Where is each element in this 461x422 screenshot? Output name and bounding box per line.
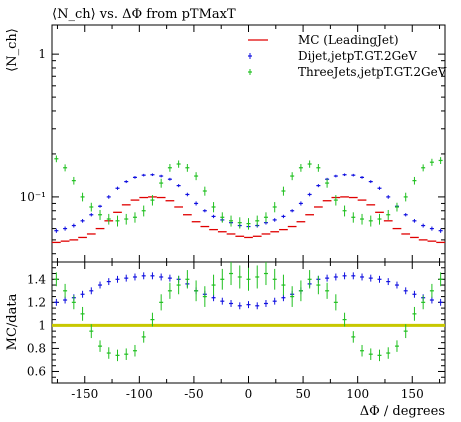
x-tick-label: -50 <box>184 387 203 401</box>
x-tick-label: 50 <box>295 387 310 401</box>
y-tick-label: 0.8 <box>27 341 46 355</box>
legend: MC (LeadingJet) Dijet,jetpT.GT.2GeV ThreeJ… <box>248 33 447 79</box>
x-tick-label: -100 <box>126 387 153 401</box>
x-tick-label: 0 <box>245 387 253 401</box>
y-tick-label: 0.6 <box>27 364 46 378</box>
x-tick-label: -150 <box>71 387 98 401</box>
reference-line <box>52 323 445 327</box>
y-tick-label: 1 <box>38 47 46 61</box>
main-panel: 1 10⁻¹ MC (LeadingJet) Dijet,jetpT.GT.2GeV… <box>5 24 447 263</box>
y-tick-label: 1 <box>38 318 46 332</box>
chart-title: ⟨N_ch⟩ vs. ΔΦ from pTMaxT <box>52 7 236 22</box>
x-tick-label: 150 <box>401 387 424 401</box>
y-tick-label: 1.4 <box>27 272 46 286</box>
ratio-marks <box>52 262 445 362</box>
x-tick-label: 100 <box>346 387 369 401</box>
legend-label: Dijet,jetpT.GT.2GeV <box>298 49 417 63</box>
x-axis-label: ΔΦ / degrees <box>360 404 445 419</box>
legend-label: MC (LeadingJet) <box>298 33 399 47</box>
ratio-panel: 0.6 0.8 1 1.2 1.4 -150 -100 -50 0 50 100 150 MC/dat… <box>5 261 446 419</box>
main-marks <box>52 155 445 244</box>
y-tick-label: 10⁻¹ <box>20 190 46 204</box>
legend-label: ThreeJets,jetpT.GT.2GeV <box>298 65 447 79</box>
ratio-y-axis-label: MC/data <box>5 293 20 350</box>
y-tick-label: 1.2 <box>27 295 46 309</box>
main-ticks: 1 10⁻¹ <box>20 25 445 262</box>
ratio-ticks: 0.6 0.8 1 1.2 1.4 -150 -100 -50 0 50 100 150 <box>27 261 445 401</box>
main-y-axis-label: ⟨N_ch⟩ <box>5 28 20 72</box>
